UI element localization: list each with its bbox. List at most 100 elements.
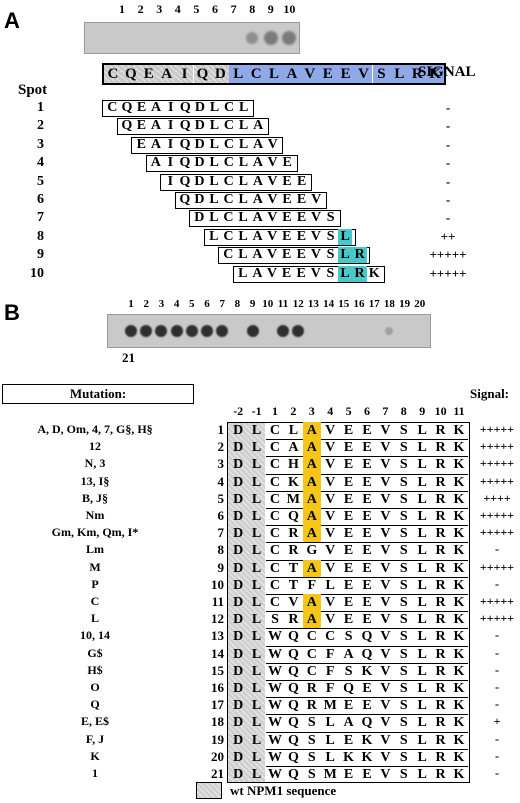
residue: K [453, 560, 465, 576]
row-divider [265, 662, 469, 664]
residue: C [306, 629, 317, 645]
residue: L [417, 474, 427, 490]
residue: D [233, 663, 244, 679]
residue: M [323, 698, 337, 714]
residue: L [251, 440, 262, 456]
blot-spot [170, 325, 183, 337]
residue: V [325, 526, 336, 542]
row-number: 12 [211, 611, 224, 627]
row-number: 21 [211, 766, 224, 781]
peptide-residue: A [253, 136, 264, 152]
blot-lane-number: 15 [338, 298, 350, 310]
residue: L [417, 595, 427, 610]
residue: D [233, 543, 244, 559]
peptide-signal: - [445, 210, 451, 226]
signal-header: Signal: [470, 386, 510, 401]
position-number: 3 [308, 404, 315, 418]
residue: V [380, 663, 391, 679]
peptide-box: AIQDLCLAVEAIQDLCLAVE [145, 155, 298, 173]
signal-value: - [495, 748, 499, 763]
residue: S [399, 681, 408, 696]
residue: L [288, 423, 299, 438]
residue: A [302, 439, 321, 457]
position-number: -2 [233, 404, 244, 418]
row-divider [265, 576, 469, 578]
row-number: 5 [217, 490, 225, 506]
position-number: 4 [327, 404, 334, 418]
position-number: 8 [400, 404, 407, 418]
residue: L [251, 526, 262, 542]
peptide-box: QDLCLAVEEVQDLCLAVEEV [174, 192, 327, 209]
residue: Q [287, 663, 299, 679]
residue: V [380, 526, 391, 542]
signal-value: - [495, 662, 499, 677]
peptide-signal: - [445, 155, 451, 171]
sequence-residue: D [211, 65, 230, 83]
residue: R [288, 543, 299, 559]
peptide-spot-number: 6 [37, 192, 44, 207]
residue: A [288, 440, 299, 456]
residue: S [399, 663, 408, 679]
residue: C [269, 440, 281, 456]
row-divider [265, 525, 469, 527]
residue: E [343, 509, 354, 524]
peptide-residue: L [238, 228, 248, 244]
residue: E [343, 491, 354, 507]
blot-lane-number: 4 [173, 298, 180, 310]
blot-lane-number: 20 [414, 298, 426, 310]
peptide-residue: A [252, 265, 263, 281]
peptide-residue: D [194, 192, 205, 207]
row-divider [265, 680, 469, 681]
signal-value: +++++ [479, 422, 515, 436]
residue: K [453, 440, 465, 456]
residue: D [233, 629, 244, 645]
sequence-residue: C [104, 65, 122, 83]
residue: L [417, 612, 427, 628]
blot-lane-number: 3 [158, 298, 165, 310]
peptide-residue: V [310, 265, 321, 281]
panel-b-extra-lane-number: 21 [122, 350, 135, 365]
sequence-residue: L [229, 65, 248, 83]
blot-lane-number: 6 [212, 2, 218, 16]
residue: V [380, 732, 391, 748]
residue: R [435, 560, 446, 576]
residue: L [417, 509, 427, 524]
residue: L [251, 423, 262, 438]
residue: V [325, 595, 336, 610]
peptide-spot-number: 4 [37, 155, 44, 171]
residue: C [269, 474, 281, 490]
mutation-label: H$ [87, 662, 103, 677]
residue: D [233, 715, 244, 731]
residue: L [251, 767, 262, 782]
blot-spot [277, 325, 289, 337]
position-number: -1 [251, 404, 262, 418]
signal-value: - [495, 731, 499, 746]
peptide-residue: I [167, 100, 174, 115]
residue: A [302, 559, 321, 577]
blot-lane-number: 16 [353, 298, 365, 310]
residue: E [343, 423, 354, 438]
peptide-box: IQDLCLAVEEIQDLCLAVEE [160, 173, 312, 191]
residue: C [269, 560, 281, 576]
residue: V [380, 767, 391, 782]
row-divider [265, 645, 469, 647]
residue: E [343, 732, 354, 748]
peptide-residue: E [136, 118, 147, 134]
residue: V [325, 491, 336, 507]
sequence-residue: A [283, 65, 301, 83]
residue: L [251, 612, 262, 628]
mutation-header: Mutation: [2, 384, 194, 404]
peptide-residue: L [209, 118, 220, 134]
residue: D [233, 577, 244, 593]
signal-value: - [495, 628, 499, 643]
residue: K [453, 491, 465, 507]
peptide-box: CQEAIQDLCLCQEAIQDLCL [102, 100, 254, 117]
mutation-label: Nm [85, 508, 105, 522]
peptide-residue: C [223, 247, 234, 263]
blot-lane-number: 9 [249, 298, 256, 310]
residue: E [362, 423, 372, 438]
